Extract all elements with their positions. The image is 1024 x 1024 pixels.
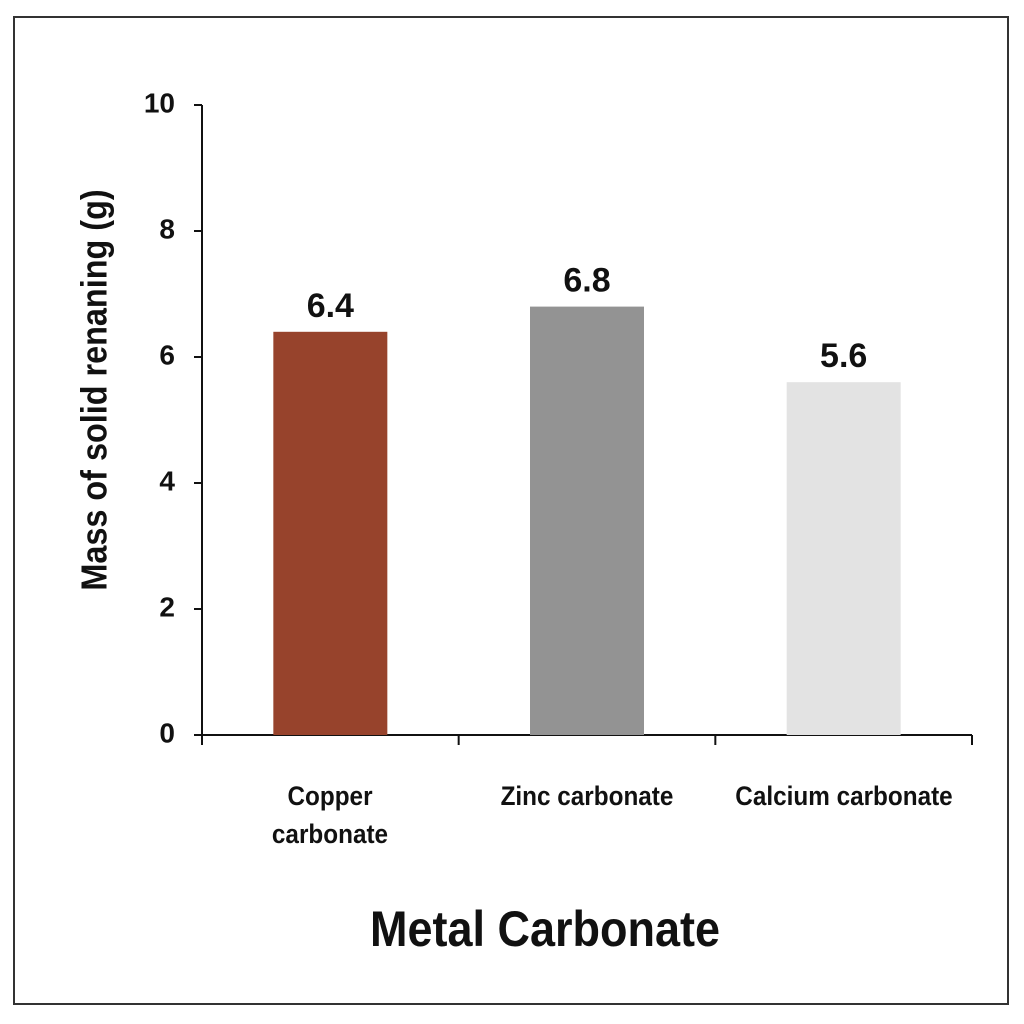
frame: [13, 16, 1009, 1005]
y-tick-label: 0: [159, 717, 175, 748]
bar: [530, 306, 644, 735]
x-tick-label: Copper carbonate: [272, 781, 389, 849]
bar: [273, 331, 388, 735]
x-tick-label: Calcium carbonate: [734, 781, 953, 811]
y-tick-label: 4: [159, 465, 175, 496]
y-tick-label: 6: [159, 339, 175, 370]
data-label: 6.8: [563, 262, 610, 300]
x-axis-title: Metal Carbonate: [370, 902, 720, 958]
y-tick-label: 2: [159, 591, 175, 622]
bar: [786, 382, 901, 735]
y-tick-label: 8: [159, 213, 175, 244]
y-tick-label: 10: [144, 87, 175, 118]
data-label: 5.6: [820, 337, 867, 375]
data-label: 6.4: [307, 287, 354, 325]
x-tick-label: Zinc carbonate: [500, 781, 674, 811]
y-axis-title: Mass of solid renaning (g): [75, 189, 115, 590]
